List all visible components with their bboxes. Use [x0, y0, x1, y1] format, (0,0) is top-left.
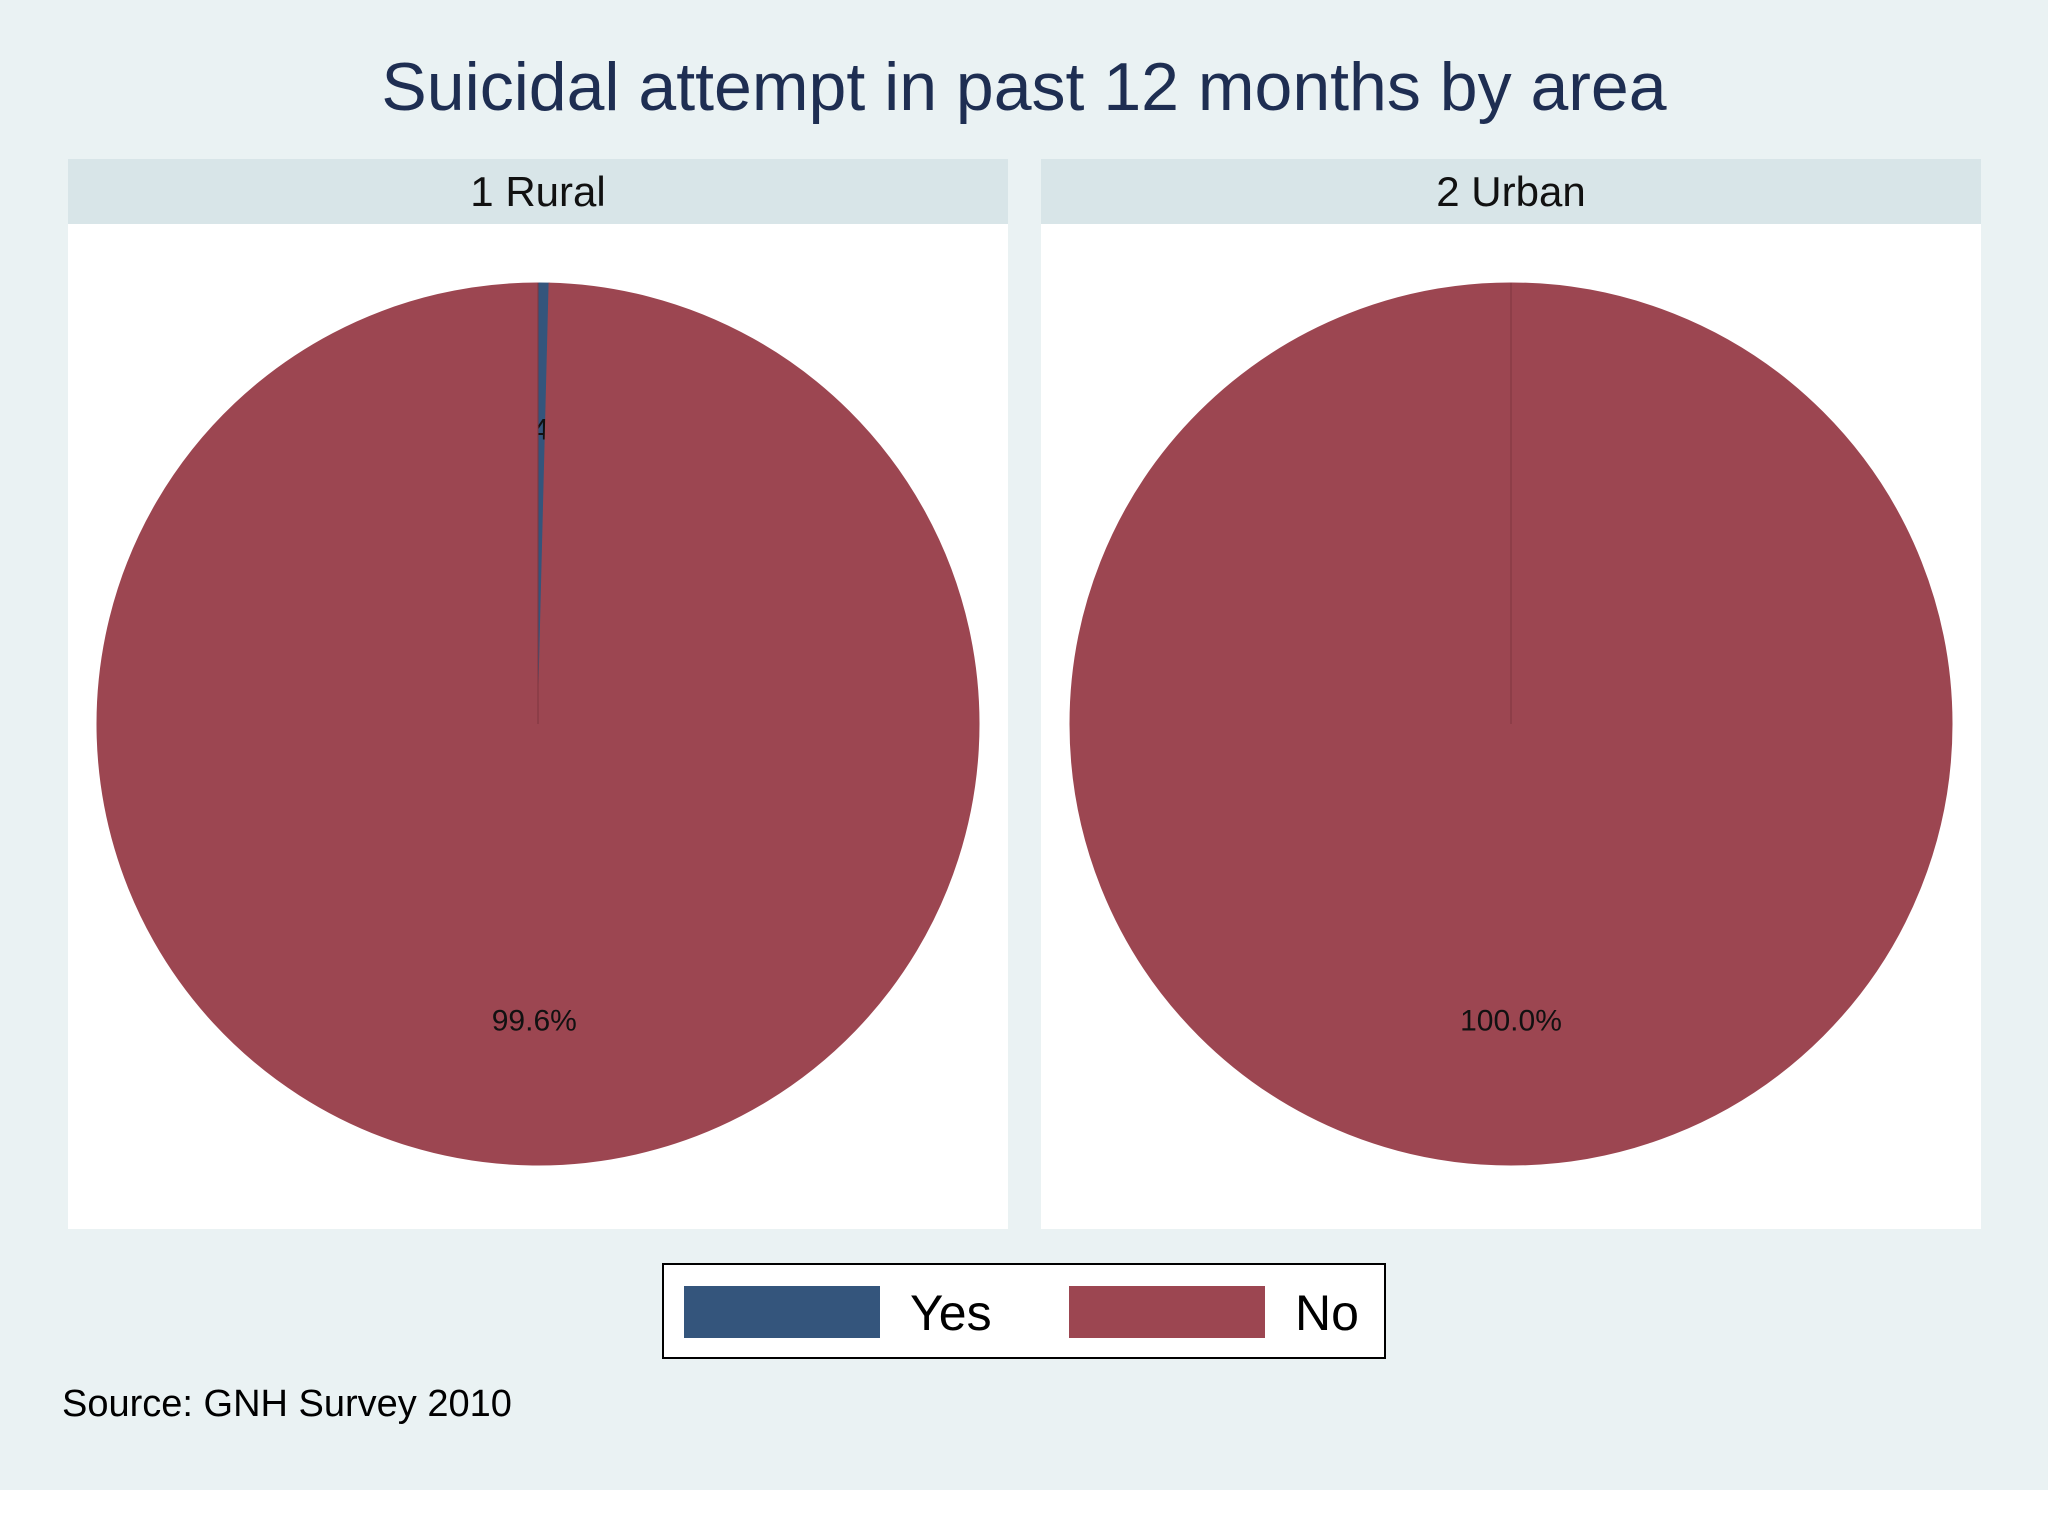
legend: Yes No — [662, 1263, 1386, 1359]
pie-label-rural-no: 99.6% — [492, 1004, 577, 1037]
source-note: Source: GNH Survey 2010 — [62, 1383, 512, 1425]
legend-swatch-no — [1069, 1286, 1265, 1338]
chart-title: Suicidal attempt in past 12 months by ar… — [381, 49, 1667, 125]
panel-header-urban: 2 Urban — [1041, 159, 1981, 224]
pie-charts: 0.4%99.6% 100.0% — [96, 282, 1953, 1166]
legend-label-no: No — [1295, 1285, 1359, 1341]
legend-label-yes: Yes — [910, 1285, 992, 1341]
legend-swatch-yes — [684, 1286, 880, 1338]
panel-header-rural: 1 Rural — [68, 159, 1008, 224]
chart-background: Suicidal attempt in past 12 months by ar… — [0, 0, 2048, 1490]
pie-label-urban-no: 100.0% — [1460, 1004, 1562, 1037]
